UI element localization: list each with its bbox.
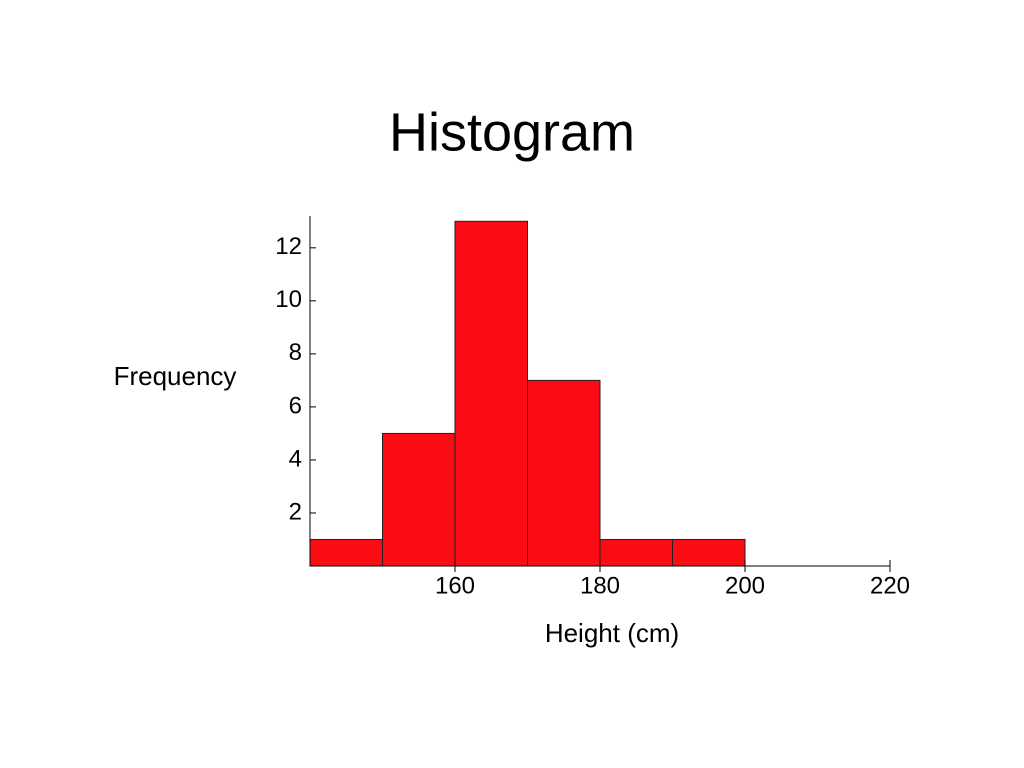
x-tick-label: 200 — [725, 572, 765, 599]
bar — [599, 538, 673, 567]
y-tick-label: 8 — [289, 339, 302, 366]
x-tick-label: 160 — [435, 572, 475, 599]
bar — [309, 538, 383, 567]
bar — [527, 379, 601, 567]
y-axis-label: Frequency — [114, 361, 237, 391]
y-tick-label: 6 — [289, 392, 302, 419]
x-tick-label: 180 — [580, 572, 620, 599]
y-tick-label: 4 — [289, 445, 302, 472]
bar — [454, 220, 528, 567]
x-tick-label: 220 — [870, 572, 910, 599]
y-tick-label: 2 — [289, 498, 302, 525]
y-tick-label: 10 — [275, 286, 302, 313]
bar — [382, 432, 456, 567]
chart-title: Histogram — [389, 102, 635, 162]
x-axis-label: Height (cm) — [545, 618, 679, 648]
bar — [672, 538, 746, 567]
y-tick-label: 12 — [275, 233, 302, 260]
